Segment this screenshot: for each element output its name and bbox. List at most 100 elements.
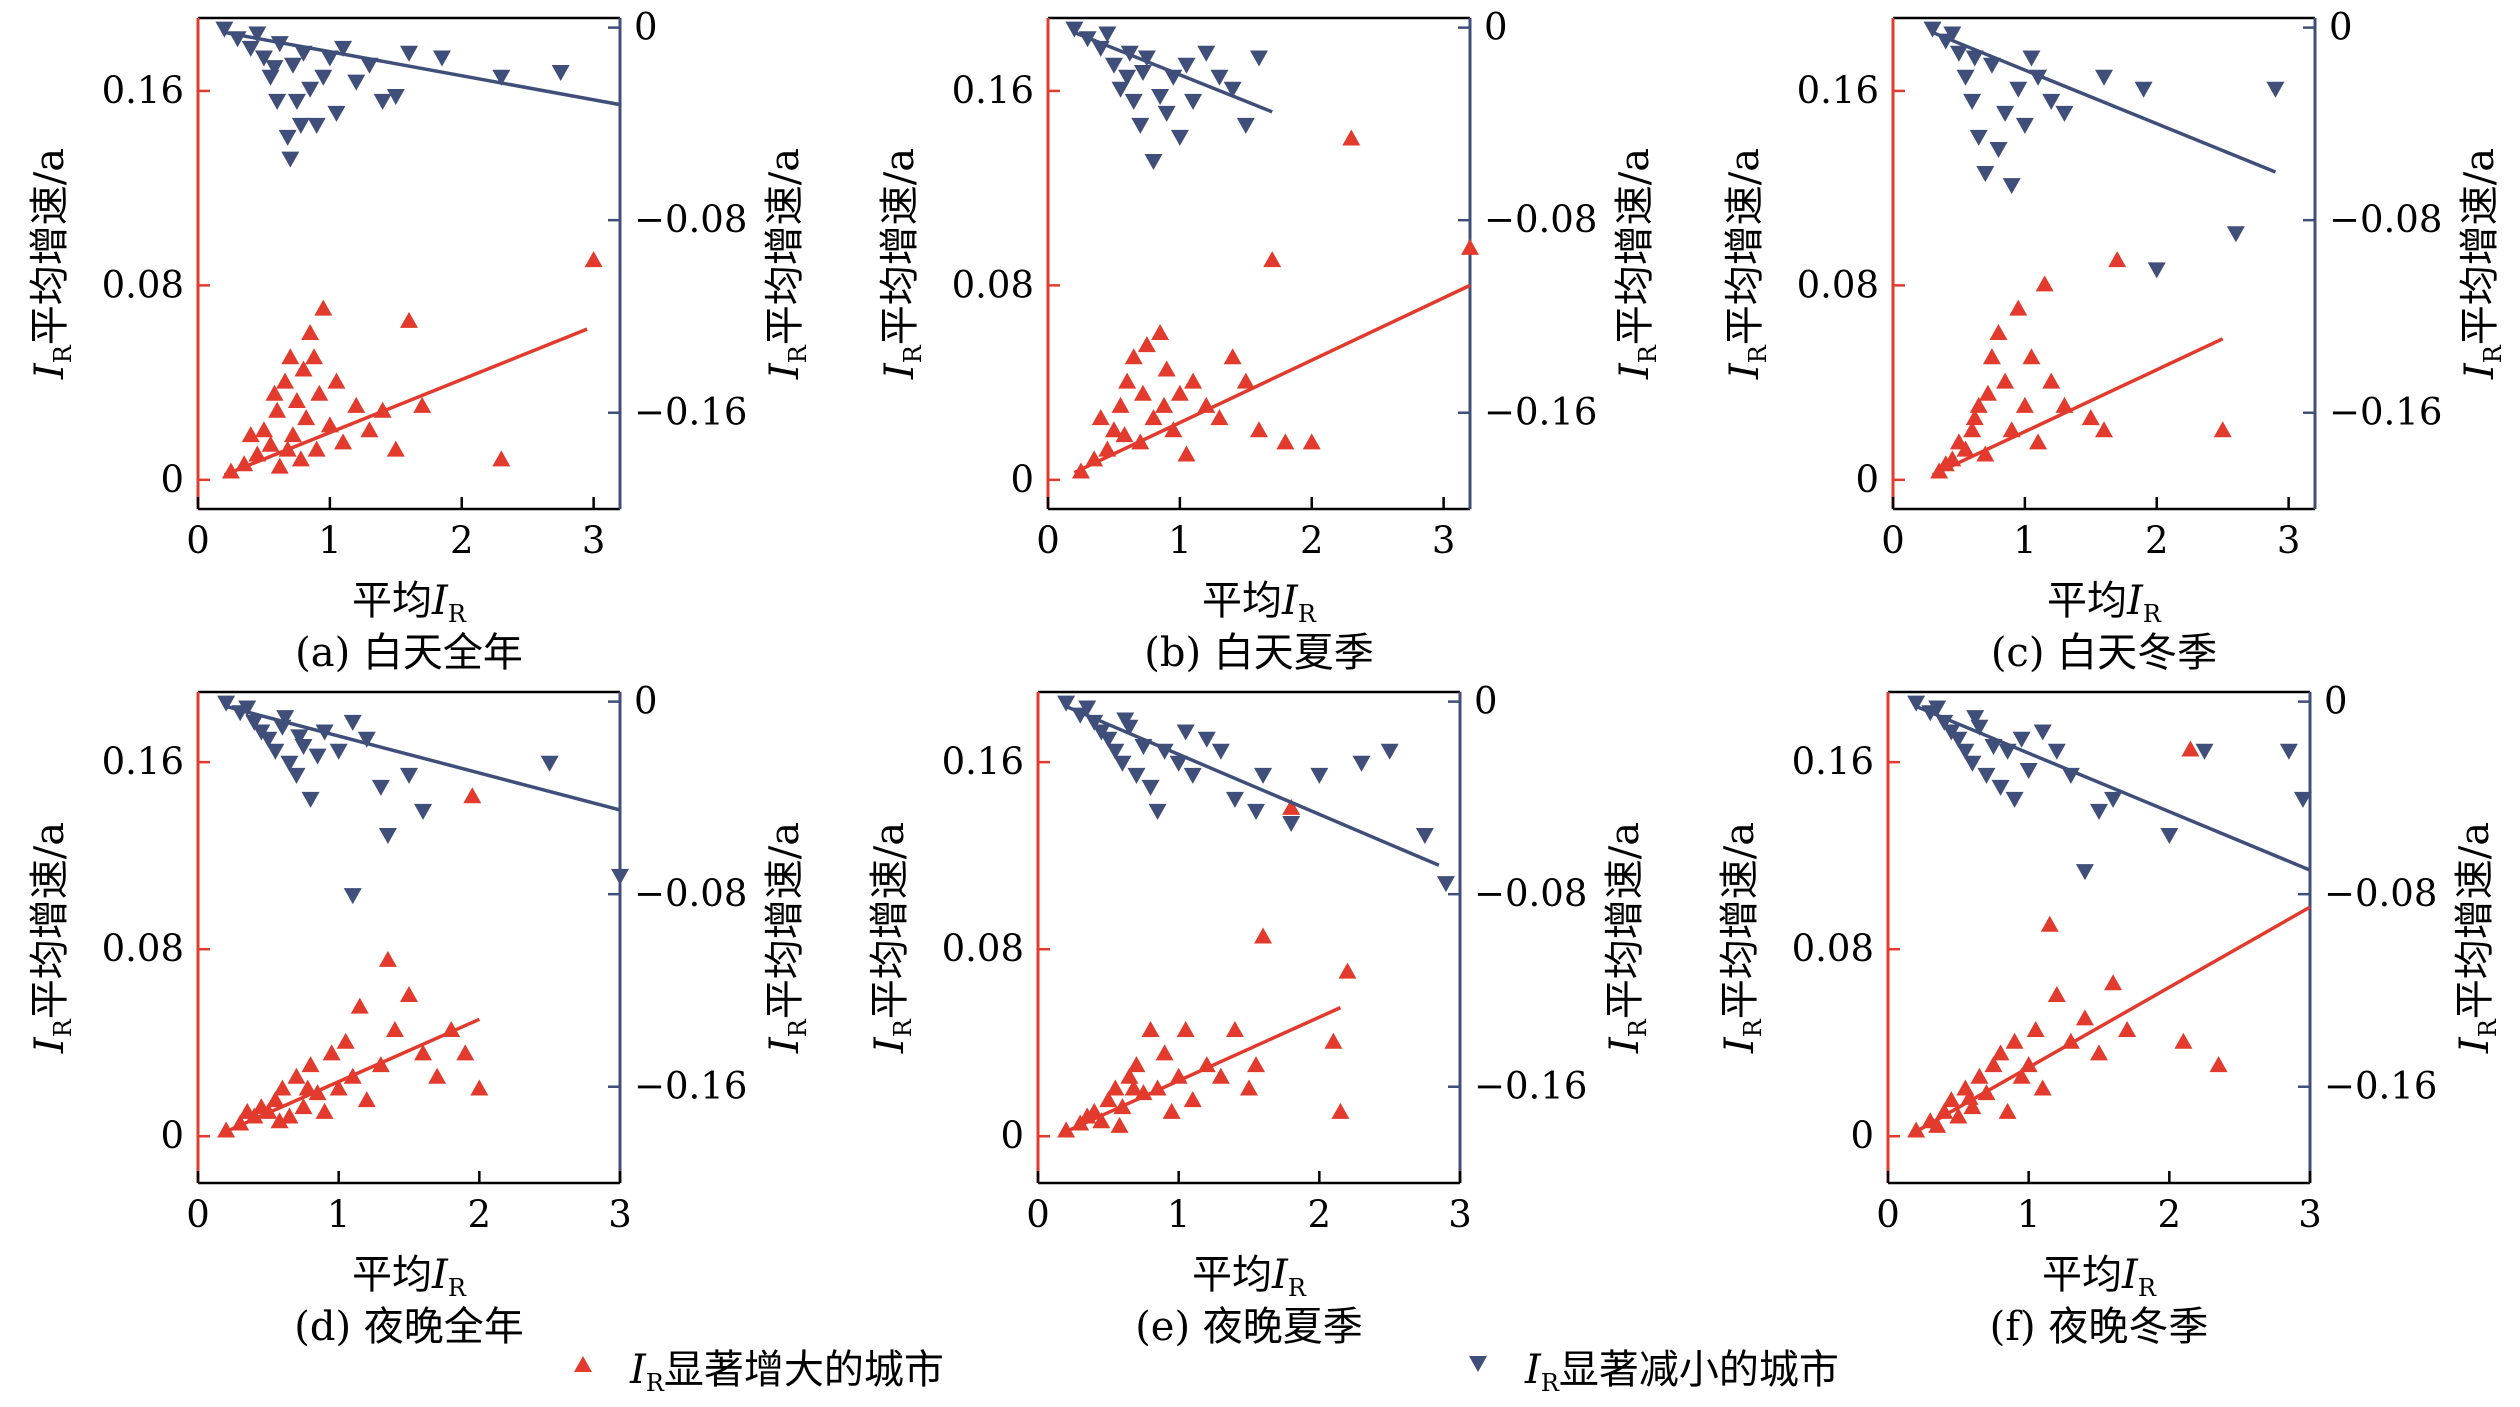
- decrease-point: [1118, 69, 1137, 86]
- decrease-point: [1282, 815, 1301, 832]
- left-y-label-suffix: 平均增速/a: [877, 148, 923, 345]
- decrease-fit-line: [224, 30, 621, 107]
- increase-point: [1127, 1056, 1146, 1073]
- panel-caption: (d) 夜晚全年: [294, 1304, 524, 1350]
- increase-point: [1110, 1116, 1129, 1133]
- increase-point: [1969, 396, 1988, 413]
- increase-point: [261, 435, 280, 452]
- decrease-point: [1116, 712, 1135, 729]
- decrease-point: [1144, 154, 1163, 171]
- right-y-label-suffix: 平均增速/a: [1612, 148, 1658, 345]
- decrease-point: [1976, 166, 1995, 183]
- decrease-point: [1111, 81, 1130, 98]
- increase-point: [456, 1044, 475, 1061]
- decrease-point: [2042, 93, 2061, 110]
- increase-point: [2209, 1056, 2228, 1073]
- decrease-point: [1254, 767, 1273, 784]
- increase-point: [266, 1091, 285, 1108]
- decrease-point: [1078, 700, 1097, 717]
- increase-point: [1106, 1079, 1125, 1096]
- increase-point: [2035, 275, 2054, 292]
- decrease-series: [1923, 21, 2285, 279]
- left-y-label-main: I: [867, 1036, 913, 1054]
- x-tick-label: 1: [1167, 1193, 1191, 1236]
- decrease-point: [2009, 81, 2028, 98]
- decrease-point: [1133, 64, 1152, 81]
- left-y-label-suffix: 平均增速/a: [867, 822, 913, 1019]
- left-y-axis-label: IR平均增速/a: [877, 148, 927, 380]
- left-y-axis-label: IR平均增速/a: [1722, 148, 1772, 380]
- legend-increase-label: IR显著增大的城市: [629, 1347, 944, 1397]
- decrease-point: [329, 743, 348, 760]
- x-tick-label: 0: [1876, 1193, 1900, 1236]
- increase-point: [1120, 1067, 1139, 1084]
- x-tick-label: 0: [1036, 519, 1060, 562]
- increase-point: [254, 421, 273, 438]
- decrease-point: [1131, 117, 1150, 134]
- left-y-label-sub: R: [899, 344, 927, 363]
- increase-point: [1254, 927, 1273, 944]
- decrease-point: [2055, 105, 2074, 122]
- increase-point: [327, 372, 346, 389]
- increase-point: [2095, 421, 2113, 438]
- increase-point: [1111, 396, 1130, 413]
- increase-point: [1331, 1102, 1350, 1119]
- decrease-point: [1989, 141, 2008, 158]
- increase-point: [314, 299, 333, 316]
- increase-point: [1223, 348, 1242, 365]
- decrease-point: [2005, 791, 2024, 808]
- increase-point: [1211, 1067, 1230, 1084]
- decrease-point: [268, 93, 287, 110]
- decrease-point: [1949, 45, 1968, 62]
- x-tick-label: 2: [2145, 519, 2169, 562]
- panel-caption: (f) 夜晚冬季: [1990, 1304, 2209, 1350]
- increase-point: [329, 1079, 348, 1096]
- decrease-point: [294, 45, 313, 62]
- right-y-axis-label: IR平均增速/a: [762, 148, 812, 380]
- right-y-tick-label: −0.08: [1474, 872, 1587, 915]
- increase-point: [265, 384, 284, 401]
- right-y-label-main: I: [2457, 362, 2503, 380]
- right-y-tick-label: −0.16: [634, 1065, 747, 1108]
- increase-point: [1276, 433, 1295, 450]
- left-y-tick-label: 0.08: [942, 927, 1024, 970]
- x-tick-label: 2: [450, 519, 474, 562]
- decrease-point: [1963, 93, 1982, 110]
- increase-point: [1210, 409, 1229, 426]
- decrease-point: [287, 93, 306, 110]
- right-y-label-main: I: [762, 362, 808, 380]
- x-label-main: I: [2126, 578, 2144, 624]
- legend-increase-marker: [574, 1356, 592, 1372]
- increase-point: [1247, 1056, 1266, 1073]
- increase-point: [1240, 1079, 1258, 1096]
- increase-point: [273, 1079, 292, 1096]
- increase-point: [1104, 421, 1123, 438]
- x-axis-label: 平均IR: [2042, 1252, 2157, 1302]
- decrease-point: [1352, 755, 1371, 772]
- left-y-tick-label: 0.16: [1797, 69, 1879, 112]
- decrease-point: [1197, 731, 1216, 748]
- increase-point: [1956, 440, 1975, 457]
- increase-point: [492, 450, 511, 467]
- x-label-sub: R: [2138, 1274, 2157, 1302]
- increase-point: [1960, 1088, 1979, 1105]
- decrease-point: [281, 151, 300, 168]
- decrease-point: [1963, 755, 1982, 772]
- increase-series: [1907, 740, 2311, 1138]
- x-label-main: I: [1281, 578, 1299, 624]
- decrease-point: [1996, 105, 2015, 122]
- increase-point: [350, 997, 369, 1014]
- increase-point: [428, 1067, 447, 1084]
- decrease-point: [1170, 129, 1189, 146]
- decrease-point: [1907, 695, 1926, 712]
- left-y-tick-label: 0.08: [1797, 263, 1879, 306]
- increase-point: [1970, 1067, 1989, 1084]
- legend-decrease-marker: [1469, 1356, 1487, 1372]
- increase-point: [378, 950, 397, 967]
- left-y-tick-label: 0: [1855, 458, 1879, 501]
- x-label-prefix: 平均: [352, 1252, 432, 1298]
- right-y-label-main: I: [762, 1036, 808, 1054]
- increase-point: [1965, 409, 1984, 426]
